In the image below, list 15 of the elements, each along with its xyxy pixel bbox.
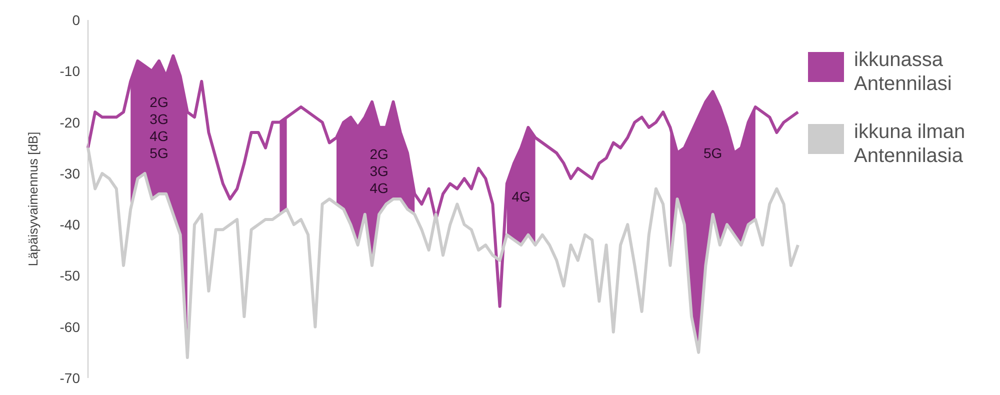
annotation: 4G bbox=[512, 188, 530, 204]
y-tick-label: -60 bbox=[60, 318, 80, 335]
annotation: 2G 3G 4G 5G bbox=[150, 94, 168, 161]
annotation: 5G bbox=[703, 144, 722, 161]
y-tick-label: 0 bbox=[72, 12, 80, 28]
annotation: 2G 3G 4G bbox=[370, 146, 388, 196]
legend-label: ikkunassa Antennilasi bbox=[854, 48, 953, 96]
y-tick-label: -40 bbox=[60, 216, 80, 233]
y-tick-label: -10 bbox=[60, 63, 80, 80]
legend-label: ikkuna ilman Antennilasia bbox=[854, 120, 966, 168]
y-axis-title: Läpäisyvaimennus [dB] bbox=[26, 132, 41, 266]
y-tick-label: -50 bbox=[60, 268, 80, 284]
y-tick-label: -20 bbox=[60, 114, 80, 130]
y-tick-label: -70 bbox=[60, 370, 80, 386]
y-tick-label: -30 bbox=[60, 165, 80, 182]
